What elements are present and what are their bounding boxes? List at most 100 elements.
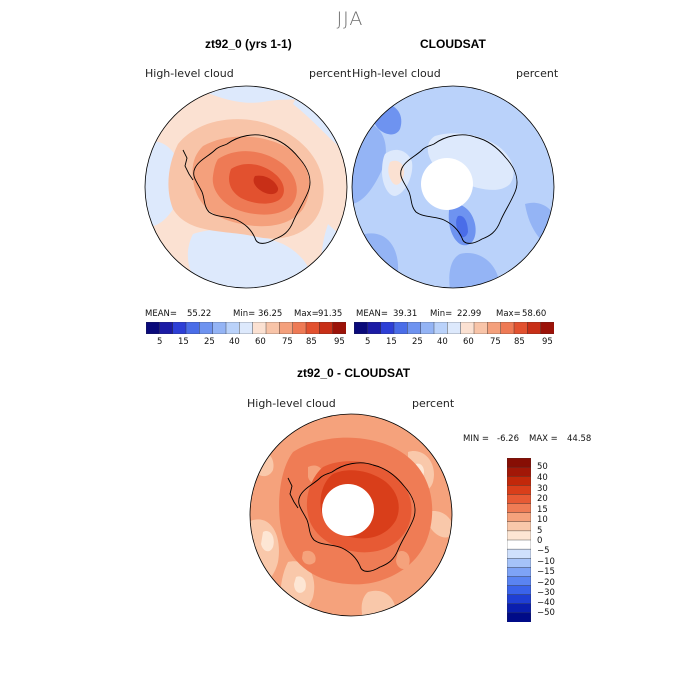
model-variable-label: High-level cloud xyxy=(145,67,234,80)
model-field-low-southeast xyxy=(320,224,347,288)
diff-panel-title: zt92_0 - CLOUDSAT xyxy=(297,366,411,380)
diff-max-label: MAX = xyxy=(529,434,558,444)
obs-colorbar-swatch xyxy=(500,322,515,334)
obs-colorbar-swatch xyxy=(513,322,528,334)
diff-colorbar-swatch xyxy=(507,539,531,550)
obs-antarctica-outline xyxy=(400,134,518,244)
diff-cbar-tick: 20 xyxy=(537,494,548,504)
diff-map xyxy=(249,413,453,617)
diff-colorbar-swatch xyxy=(507,548,531,559)
obs-min-value: 22.99 xyxy=(457,309,482,319)
diff-cbar-tick: −50 xyxy=(537,608,555,618)
diff-field-15-gaps xyxy=(302,465,410,570)
model-colorbar-swatch xyxy=(305,322,320,334)
obs-colorbar-swatch xyxy=(487,322,502,334)
model-colorbar-swatch xyxy=(146,322,160,334)
model-colorbar-swatch xyxy=(252,322,267,334)
obs-cbar-tick: 95 xyxy=(542,337,553,347)
diff-cbar-tick: 40 xyxy=(537,473,548,483)
diff-cbar-tick: 5 xyxy=(537,526,543,536)
diff-cbar-tick: 30 xyxy=(537,484,548,494)
obs-colorbar-swatch xyxy=(367,322,382,334)
obs-max-value: 58.60 xyxy=(522,309,547,319)
obs-cbar-tick: 40 xyxy=(437,337,448,347)
diff-cbar-tick: 50 xyxy=(537,462,548,472)
obs-no-data-cap xyxy=(421,158,473,210)
model-colorbar-swatch xyxy=(265,322,280,334)
obs-field-60-patch xyxy=(388,160,405,185)
diff-cbar-tick: 0 xyxy=(537,536,543,546)
model-colorbar-swatch xyxy=(279,322,294,334)
model-colorbar-swatch xyxy=(212,322,227,334)
model-cbar-tick: 95 xyxy=(334,337,345,347)
diff-cbar-tick: −5 xyxy=(537,546,550,556)
diff-cbar-tick: 10 xyxy=(537,515,548,525)
diff-antarctica-outline xyxy=(287,462,416,572)
diff-units-label: percent xyxy=(412,397,455,410)
obs-field-20-core xyxy=(456,215,468,238)
obs-colorbar-swatch xyxy=(354,322,368,334)
obs-mean-label: MEAN= xyxy=(356,309,388,319)
diff-colorbar-swatch xyxy=(507,458,531,468)
obs-colorbar-swatch xyxy=(393,322,408,334)
model-cbar-tick: 5 xyxy=(157,337,163,347)
model-field-peak xyxy=(253,175,279,195)
model-max-label: Max= xyxy=(294,309,319,319)
obs-colorbar-swatch xyxy=(447,322,462,334)
model-colorbar-swatch xyxy=(172,322,187,334)
diff-colorbar-swatch xyxy=(507,512,531,523)
diff-cbar-tick: −30 xyxy=(537,588,555,598)
model-cbar-tick: 85 xyxy=(306,337,317,347)
model-colorbar-swatch xyxy=(199,322,214,334)
obs-cbar-tick: 15 xyxy=(386,337,397,347)
model-colorbar-swatch xyxy=(332,322,346,334)
model-cbar-tick: 15 xyxy=(178,337,189,347)
diff-cbar-tick: −40 xyxy=(537,598,555,608)
obs-colorbar-swatch xyxy=(540,322,554,334)
obs-max-label: Max= xyxy=(496,309,521,319)
diff-cbar-tick: −20 xyxy=(537,578,555,588)
diff-colorbar-swatch xyxy=(507,503,531,514)
model-max-value: 91.35 xyxy=(318,309,343,319)
obs-cbar-tick: 75 xyxy=(490,337,501,347)
model-colorbar-swatch xyxy=(185,322,200,334)
obs-min-label: Min= xyxy=(430,309,453,319)
obs-colorbar-swatch xyxy=(420,322,435,334)
model-colorbar-swatch xyxy=(159,322,174,334)
obs-cbar-tick: 5 xyxy=(365,337,371,347)
model-colorbar-swatch xyxy=(292,322,307,334)
model-mean-value: 55.22 xyxy=(187,309,212,319)
figure-season-title: JJA xyxy=(336,8,364,30)
diff-variable-label: High-level cloud xyxy=(247,397,336,410)
obs-colorbar-swatch xyxy=(527,322,542,334)
model-cbar-tick: 25 xyxy=(204,337,215,347)
diff-colorbar-swatch xyxy=(507,521,531,532)
diff-field-10-patches xyxy=(250,450,452,616)
diff-colorbar-swatch xyxy=(507,530,531,541)
diff-colorbar-swatch xyxy=(507,476,531,486)
obs-mean-value: 39.31 xyxy=(393,309,418,319)
model-colorbar xyxy=(146,322,346,334)
diff-colorbar-swatch xyxy=(507,567,531,577)
diff-min-label: MIN = xyxy=(463,434,490,444)
diff-colorbar-swatch xyxy=(507,485,531,495)
obs-colorbar xyxy=(354,322,554,334)
obs-colorbar-swatch xyxy=(473,322,488,334)
diff-colorbar-swatch xyxy=(507,466,531,477)
model-units-label: percent xyxy=(309,67,352,80)
obs-colorbar-swatch xyxy=(433,322,448,334)
diff-colorbar-swatch xyxy=(507,585,531,596)
diff-colorbar-swatch xyxy=(507,594,531,605)
diff-colorbar-swatch xyxy=(507,612,531,622)
obs-cbar-tick: 25 xyxy=(412,337,423,347)
model-cbar-tick: 40 xyxy=(229,337,240,347)
obs-variable-label: High-level cloud xyxy=(352,67,441,80)
diff-colorbar-swatch xyxy=(507,603,531,614)
diff-colorbar-swatch xyxy=(507,576,531,587)
diff-cbar-tick: −10 xyxy=(537,557,555,567)
obs-map xyxy=(351,85,555,289)
model-min-label: Min= xyxy=(233,309,256,319)
model-colorbar-swatch xyxy=(239,322,254,334)
model-field-low-south xyxy=(187,229,312,288)
model-antarctica-outline xyxy=(182,134,311,244)
